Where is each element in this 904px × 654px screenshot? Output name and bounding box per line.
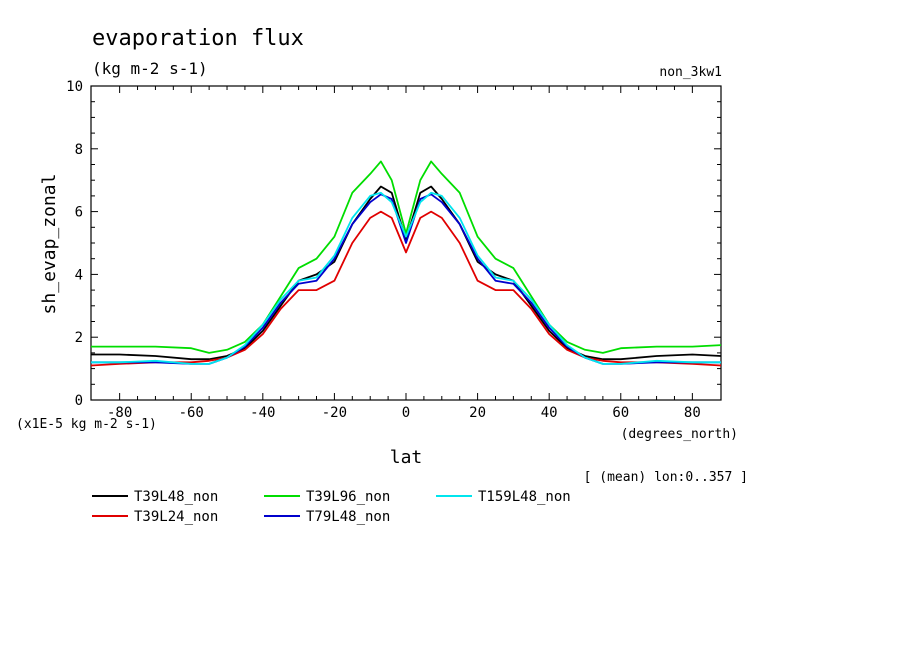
series-layer — [90, 160, 722, 367]
y-tick-label: 2 — [75, 330, 83, 346]
legend-item-T39L24_non: T39L24_non — [92, 509, 218, 525]
x-tick-label: 80 — [684, 405, 701, 421]
x-axis-label: lat — [390, 447, 423, 468]
x-tick-label: -40 — [250, 405, 275, 421]
legend: T39L48_non T39L24_non T39L96_non T79L48_non… — [92, 489, 571, 525]
x-tick-label: -20 — [322, 405, 347, 421]
legend-item-T39L48_non: T39L48_non — [92, 489, 218, 505]
x-axis-units: (degrees_north) — [621, 427, 738, 442]
run-label: non_3kw1 — [659, 65, 722, 80]
x-tick-label: 40 — [541, 405, 558, 421]
y-tick-label: 8 — [75, 142, 83, 158]
series-line-T39L24_non — [90, 210, 722, 367]
legend-item-T79L48_non: T79L48_non — [264, 509, 390, 525]
legend-label: T79L48_non — [306, 509, 390, 525]
series-line-T159L48_non — [91, 191, 721, 365]
x-tick-label: 60 — [612, 405, 629, 421]
plot-area: -80 -60 -40 -20 0 20 40 60 80 0 2 4 6 8 10 — [66, 79, 722, 421]
x-tick-label: 20 — [469, 405, 486, 421]
x-tick-label: -80 — [107, 405, 132, 421]
axis-ticks: -80 -60 -40 -20 0 20 40 60 80 0 2 4 6 8 10 — [66, 79, 721, 421]
x-tick-label: -60 — [179, 405, 204, 421]
legend-item-T39L96_non: T39L96_non — [264, 489, 390, 505]
y-tick-label: 6 — [75, 205, 83, 221]
legend-item-T159L48_non: T159L48_non — [436, 489, 571, 505]
x-tick-label: 0 — [402, 405, 410, 421]
legend-label: T39L24_non — [134, 509, 218, 525]
y-tick-label: 0 — [75, 393, 83, 409]
y-scale-note: (x1E-5 kg m-2 s-1) — [16, 417, 157, 432]
series-line-T39L96_non — [91, 160, 722, 354]
y-tick-label: 4 — [75, 267, 83, 283]
y-axis-label: sh_evap_zonal — [39, 174, 60, 315]
legend-label: T39L48_non — [134, 489, 218, 505]
series-line-T39L48_non — [91, 185, 722, 361]
y-tick-label: 10 — [66, 79, 83, 95]
legend-label: T159L48_non — [478, 489, 571, 505]
series-line-T79L48_non — [91, 193, 721, 365]
chart-title: evaporation flux — [92, 26, 304, 51]
legend-label: T39L96_non — [306, 489, 390, 505]
chart-units: (kg m-2 s-1) — [92, 59, 208, 78]
mean-note: [ (mean) lon:0..357 ] — [584, 470, 748, 485]
